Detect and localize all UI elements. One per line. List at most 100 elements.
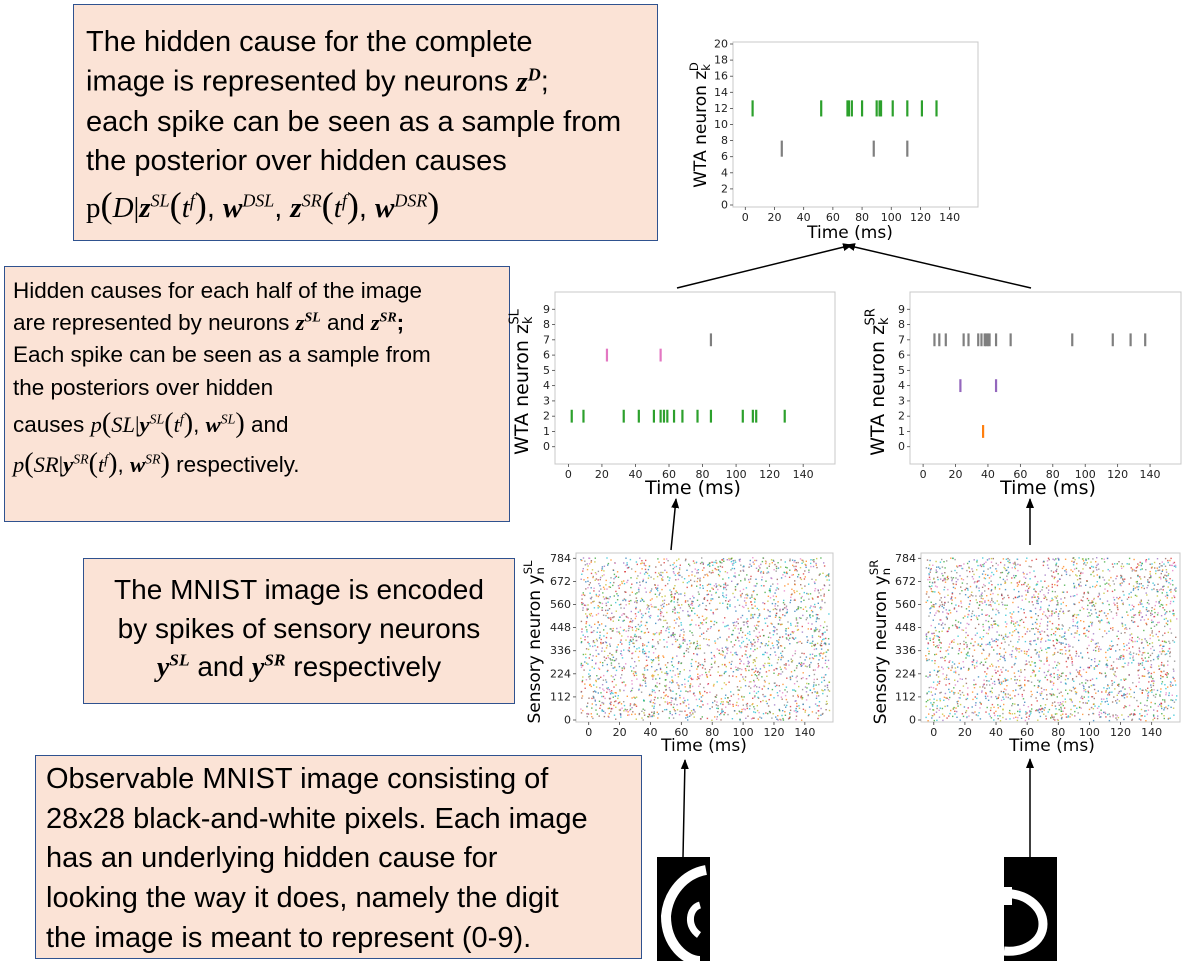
sensory-spike (953, 693, 955, 695)
sensory-spike (801, 559, 803, 561)
sensory-spike (640, 637, 642, 640)
sensory-spike (945, 676, 948, 678)
sensory-spike (1123, 679, 1126, 681)
sensory-spike (734, 589, 737, 591)
sensory-spike (1147, 697, 1149, 699)
sensory-spike (820, 608, 822, 611)
sensory-spike (739, 590, 741, 592)
sensory-spike (616, 599, 619, 601)
sensory-spike (1015, 689, 1017, 691)
sensory-spike (1073, 586, 1076, 589)
sensory-spike (690, 677, 692, 679)
sensory-spike (699, 691, 701, 693)
sensory-spike (714, 642, 717, 644)
sensory-spike (975, 599, 977, 601)
sensory-spike (757, 625, 760, 627)
sensory-spike (675, 699, 677, 701)
sensory-spike (828, 579, 830, 581)
sensory-spike (1100, 648, 1102, 651)
sensory-spike (809, 642, 811, 644)
sensory-spike (1064, 653, 1067, 655)
sensory-spike (941, 603, 944, 606)
y-tick-label: 0 (564, 714, 571, 727)
sensory-spike (654, 648, 657, 650)
sensory-spike (1159, 605, 1161, 608)
sensory-spike (756, 624, 758, 626)
sensory-spike (723, 713, 725, 716)
sensory-spike (940, 691, 942, 694)
sensory-spike (929, 708, 931, 710)
sensory-spike (977, 714, 979, 717)
sensory-spike (997, 715, 999, 717)
sensory-spike (633, 642, 635, 645)
sensory-spike (786, 677, 788, 679)
sensory-spike (636, 600, 638, 602)
sensory-spike (1092, 604, 1095, 606)
sensory-spike (641, 599, 644, 601)
sensory-spike (1107, 649, 1109, 651)
sensory-spike (982, 623, 984, 626)
sensory-spike (651, 605, 653, 608)
sensory-spike (605, 602, 607, 604)
sensory-spike (694, 711, 696, 713)
sensory-spike (1057, 719, 1059, 721)
sensory-spike (635, 639, 637, 642)
sensory-spike (957, 705, 959, 707)
sensory-spike (1000, 634, 1003, 637)
sensory-spike (953, 641, 955, 643)
sensory-spike (951, 599, 953, 601)
sensory-spike (598, 637, 601, 639)
sensory-spike (1050, 570, 1053, 572)
sensory-spike (715, 608, 717, 611)
sensory-spike (680, 593, 682, 595)
sensory-spike (1085, 558, 1087, 560)
sensory-spike (740, 660, 742, 662)
sensory-spike (612, 696, 614, 698)
sensory-spike (678, 593, 680, 595)
sensory-spike (1094, 646, 1097, 649)
sensory-spike (1162, 607, 1164, 609)
sensory-spike (744, 597, 746, 599)
sensory-spike (796, 629, 799, 631)
sensory-spike (679, 607, 682, 609)
sensory-spike (804, 659, 806, 661)
sensory-spike (1043, 597, 1045, 599)
sensory-spike (758, 686, 761, 689)
sensory-spike (665, 619, 667, 622)
sensory-spike (987, 632, 989, 635)
sensory-spike (719, 570, 721, 573)
sensory-spike (662, 600, 664, 602)
sensory-spike (685, 650, 688, 652)
sensory-spike (972, 655, 974, 657)
sensory-spike (987, 699, 990, 701)
sensory-spike (707, 593, 710, 596)
sensory-spike (990, 561, 993, 563)
sensory-spike (1134, 570, 1136, 572)
sensory-spike (823, 652, 825, 654)
sensory-spike (950, 709, 952, 712)
sensory-spike (595, 655, 598, 657)
sensory-spike (1059, 649, 1061, 651)
sensory-spike (1058, 708, 1060, 711)
sensory-spike (686, 569, 688, 571)
sensory-spike (777, 641, 779, 643)
sensory-spike (1074, 715, 1076, 717)
sensory-spike (1100, 716, 1102, 718)
sensory-spike (1058, 662, 1061, 665)
sensory-spike (631, 583, 633, 585)
sensory-spike (787, 621, 789, 623)
sensory-spike (630, 586, 632, 589)
sensory-spike (728, 636, 730, 638)
sensory-spike (1036, 651, 1038, 654)
x-tick-label: 100 (881, 211, 902, 224)
sensory-spike (643, 650, 646, 653)
sensory-spike (723, 583, 725, 586)
sensory-spike (936, 635, 938, 637)
sensory-spike (651, 674, 654, 676)
sensory-spike (699, 693, 701, 695)
sensory-spike (951, 690, 953, 692)
sensory-spike (955, 672, 957, 674)
sensory-spike (608, 716, 610, 718)
sensory-spike (1088, 713, 1090, 716)
sensory-spike (725, 665, 727, 668)
